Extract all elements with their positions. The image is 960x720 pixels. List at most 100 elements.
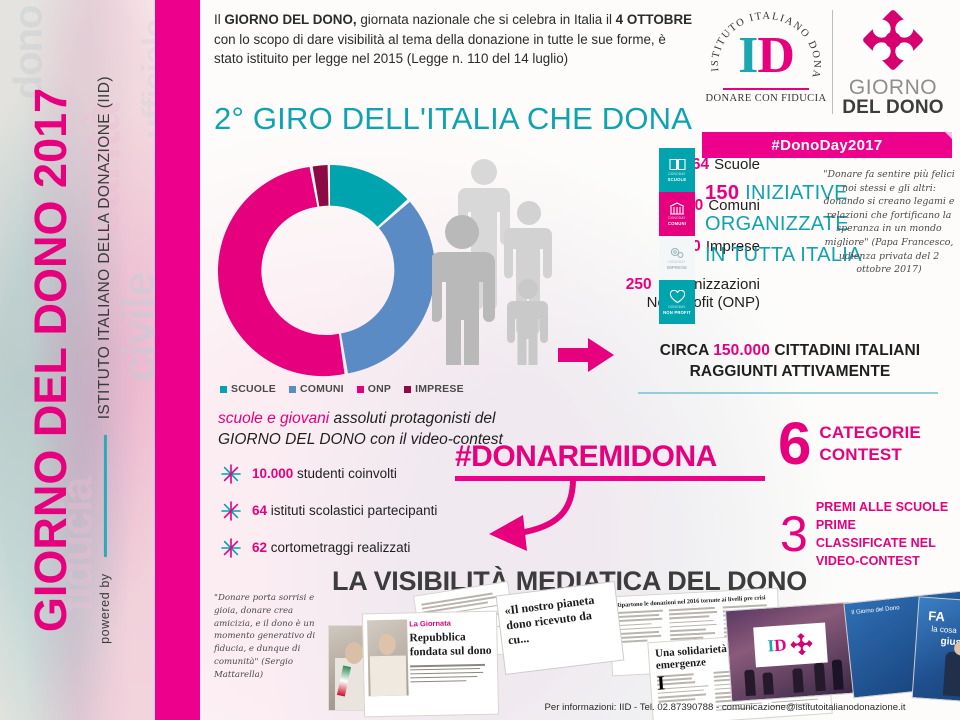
event-stage-photo: ID [724,601,856,703]
gears-icon [670,247,684,258]
bullet-text-istituti: 64 istituti scolastici partecipanti [252,503,437,518]
rail-title: GIORNO DEL DONO 2017 [8,0,94,720]
bullet-item-istituti: 64 istituti scolastici partecipanti [220,492,550,529]
bullet-label-studenti: studenti coinvolti [293,466,397,481]
rail-title-text: GIORNO DEL DONO 2017 [25,87,76,633]
tv-program-guest [942,640,960,698]
donaremidona-block: #DONAREMIDONA [455,440,785,551]
rail-subtitle: powered by ISTITUTO ITALIANO DELLA DONAZ… [88,0,122,720]
scuole-giovani-line2: GIORNO DEL DONO con il video-contest [218,431,503,448]
footer-contact: Per informazioni: IID - Tel. 02.87390788… [544,702,906,713]
asterisk-star-icon [221,463,241,484]
categorie-block: 6 CATEGORIE CONTEST [778,414,958,474]
bullet-list: 10.000 studenti coinvolti 64 istituti sc… [220,455,550,566]
categorie-label-line2: CONTEST [819,444,902,464]
arrow-right-icon [558,338,614,372]
stat-row-scuole: 64 Scuole [500,156,760,174]
stat-row-onp: 250 Organizzazioni [500,276,760,294]
badge-label-scuole: SCUOLE [667,177,687,182]
badge-label-comuni: COMUNI [667,221,687,226]
bullet-text-cortometraggi: 62 cortometraggi realizzati [252,540,410,555]
categorie-label: CATEGORIE CONTEST [819,422,921,466]
donaremidona-underline [455,476,765,481]
powered-by-label: powered by [98,573,113,644]
svg-text:ISTITUTO ITALIANO DONAZIONE: ISTITUTO ITALIANO DONAZIONE [710,8,822,80]
donut-slice-scuole [330,165,408,227]
legend-label-comuni: COMUNI [299,383,344,395]
badge-imprese: DONODAY IMPRESE [659,236,695,280]
press-clipping-photo-suit [369,655,407,697]
badge-label-imprese: IMPRESE [666,265,688,270]
stat-number-onp: 250 [625,276,652,294]
ghost-word-5: ufficiale [136,19,155,140]
papal-quote: "Donare fa sentire più felici noi stessi… [823,169,955,276]
press-headline: Repubblica fondata sul dono [409,631,492,659]
asterisk-star-icon [221,537,241,558]
legend-label-scuole: SCUOLE [231,383,276,395]
legend-label-imprese: IMPRESE [415,383,464,395]
premi-number: 3 [780,505,808,562]
press-masthead: La Giornata [409,618,451,629]
press-clipping-quote: «Il nostro pianeta dono ricevuto da cu..… [495,580,625,676]
logo-block: ISTITUTO ITALIANO DONAZIONE ID DONARE CO… [702,6,952,158]
stat-label-onp-line2: Non Profit (ONP) [646,294,760,312]
badge-scuole: DONODAY SCUOLE [659,148,695,192]
tv-program-fa: FA [927,608,946,625]
tv-program-sub1: la cosa [931,624,958,636]
donut-slice-comuni [341,201,436,374]
rail-divider-line [103,435,107,558]
diamond-rosette-icon [863,10,923,70]
badge-sup-scuole: DONODAY [668,172,686,176]
badge-sup-imprese: DONODAY [668,260,686,264]
badge-comuni: DONODAY COMUNI [659,192,695,236]
bullet-num-cortometraggi: 62 [252,540,268,555]
iniziative-block: 150 INIZIATIVE ORGANIZZATE IN TUTTA ITAL… [705,178,862,271]
legend-swatch-scuole [220,385,227,393]
badge-sup-nonprofit: DONODAY [668,304,686,309]
mattarella-quote: "Donare porta sorrisi e gioia, donare cr… [214,593,316,680]
building-icon [669,202,685,215]
press-clipping-quote-text: «Il nostro pianeta dono ricevuto da cu..… [503,592,596,648]
bullet-item-studenti: 10.000 studenti coinvolti [220,455,550,492]
intro-part-1: Il [214,12,225,27]
press-clipping-photo-head [378,633,396,656]
badge-sup-comuni: DONODAY [668,216,686,220]
bullet-label-cortometraggi: cortometraggi realizzati [267,540,411,555]
bullet-label-istituti: istituti scolastici partecipanti [267,503,438,518]
stat-label-comuni: Comuni [708,196,760,214]
iniziative-word: INIZIATIVE [745,182,848,204]
diamond-rosette-small-icon [790,633,813,655]
iid-rule [723,88,809,90]
donut-slice-onp [217,167,345,377]
donut-chart [210,150,460,385]
circa-underline [638,392,938,394]
legend-item-imprese: IMPRESE [404,383,464,395]
circa-block: CIRCA 150.000 CITTADINI ITALIANI RAGGIUN… [625,340,955,382]
book-icon [668,158,686,171]
iniziative-line-1: 150 INIZIATIVE [705,178,862,209]
organization-label: ISTITUTO ITALIANO DELLA DONAZIONE (IID) [96,76,114,420]
hashtag-ribbon: #DonoDay2017 [702,132,952,158]
pink-accent-bar [155,0,200,720]
legend-item-comuni: COMUNI [288,383,344,395]
gdd-word-giorno: GIORNO [848,76,938,99]
premi-label-line2: CLASSIFICATE NEL VIDEO-CONTEST [815,536,936,568]
legend-swatch-onp [356,385,364,393]
circa-post: CITTADINI ITALIANI [769,342,921,359]
iniziative-number: 150 [705,182,740,204]
bullet-num-istituti: 64 [252,503,268,518]
bullet-text-studenti: 10.000 studenti coinvolti [252,466,397,481]
donut-chart-svg [217,165,436,377]
press-dropcap: I [656,672,666,695]
logo-divider [832,10,833,114]
stat-number-scuole: 64 [691,156,710,173]
gdd-word-deldono: DEL DONO [842,97,944,118]
asterisk-star-icon [221,500,241,521]
heart-icon [669,289,685,303]
legend-item-onp: ONP [356,383,391,395]
tv-program-photo: FA la cosa giusta [911,596,960,706]
scuole-giovani-line: scuole e giovani assoluti protagonisti d… [218,408,548,450]
press-clipping-photo [367,619,409,697]
